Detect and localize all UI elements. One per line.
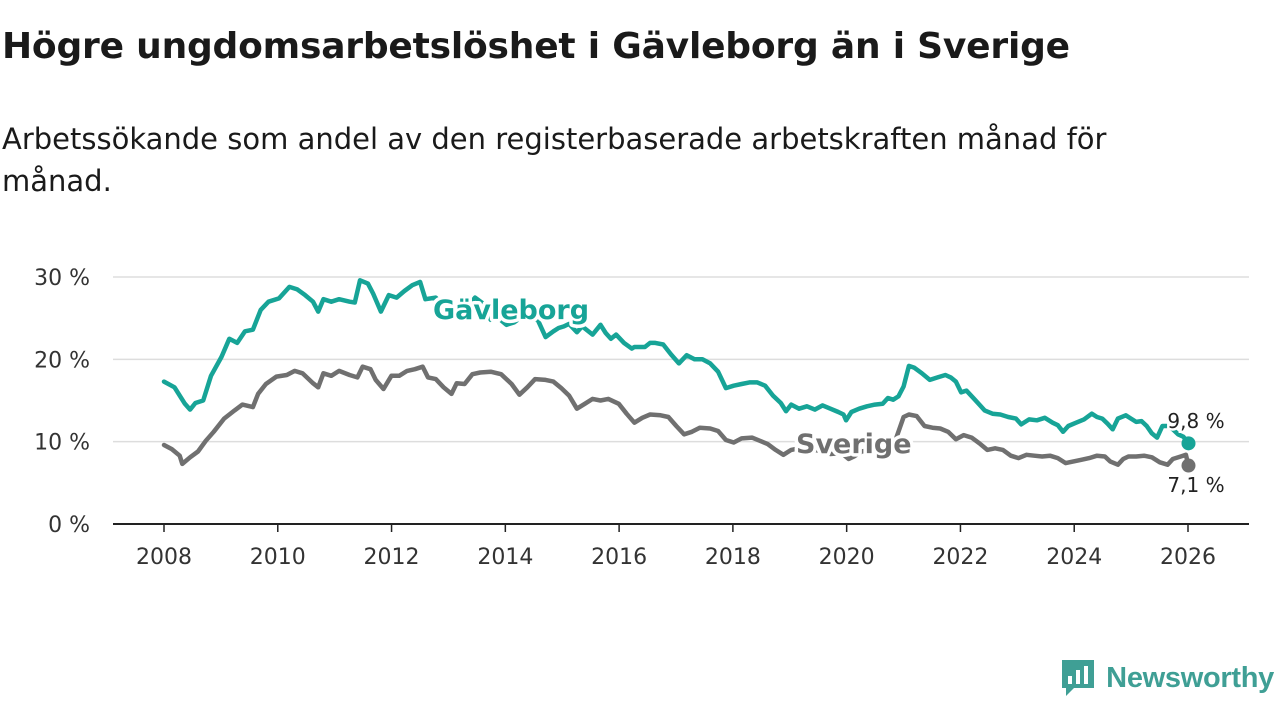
y-tick-label: 0 % <box>48 513 90 538</box>
series-lines <box>161 278 1196 473</box>
series-line-gvleborg <box>161 278 1191 446</box>
y-axis-ticks: 0 % 10 % 20 % 30 % <box>34 266 90 538</box>
x-tick-label: 2024 <box>1046 545 1102 570</box>
x-tick-label: 2022 <box>932 545 988 570</box>
series-line-sverige <box>161 364 1191 468</box>
x-tick-label: 2026 <box>1160 545 1216 570</box>
x-tick-label: 2012 <box>364 545 420 570</box>
end-point-marker <box>1181 458 1196 473</box>
newsworthy-logo-icon <box>1062 660 1095 696</box>
brand-logo: Newsworthy <box>1060 658 1274 698</box>
series-labels: Gävleborg Sverige 9,8 % 7,1 % <box>430 292 1228 500</box>
series-label-sverige: Sverige <box>796 429 912 460</box>
end-label-sverige: 7,1 % <box>1167 473 1224 497</box>
y-tick-label: 30 % <box>34 266 90 291</box>
chart-subtitle: Arbetssökande som andel av den registerb… <box>2 122 1107 198</box>
end-label-gavleborg: 9,8 % <box>1167 409 1224 433</box>
end-point-marker <box>1181 436 1196 451</box>
gridlines <box>113 276 1249 525</box>
series-label-gavleborg: Gävleborg <box>433 295 589 326</box>
x-tick-label: 2014 <box>477 545 533 570</box>
brand-name: Newsworthy <box>1106 661 1274 694</box>
x-tick-label: 2010 <box>250 545 306 570</box>
y-tick-label: 10 % <box>34 431 90 456</box>
x-tick-label: 2018 <box>705 545 761 570</box>
x-axis-ticks: 2008 2010 2012 2014 2016 2018 2020 2022 2024 2026 <box>136 524 1216 570</box>
x-tick-label: 2008 <box>136 545 192 570</box>
y-tick-label: 20 % <box>34 348 90 373</box>
x-tick-label: 2020 <box>819 545 875 570</box>
x-tick-label: 2016 <box>591 545 647 570</box>
chart-title: Högre ungdomsarbetslöshet i Gävleborg än… <box>2 26 1070 67</box>
